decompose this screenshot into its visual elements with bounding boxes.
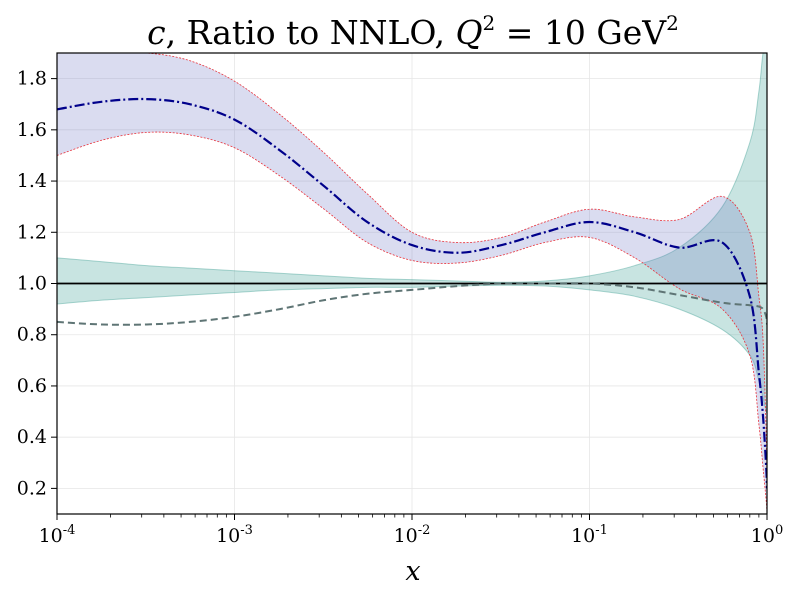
title-q-symbol: Q — [455, 13, 482, 52]
fit-uncertainty-band — [57, 53, 767, 514]
series-layer — [57, 53, 767, 514]
x-axis-label: x — [405, 556, 420, 587]
alternative-dashed-line — [57, 282, 767, 326]
chart-title: c, Ratio to NNLO, Q2 = 10 GeV2 — [147, 11, 679, 52]
nnlo-uncertainty-band — [57, 53, 767, 413]
title-text: , Ratio to NNLO, — [166, 13, 456, 52]
y-tick-label: 0.6 — [17, 375, 47, 397]
y-tick-label: 1.6 — [17, 119, 47, 141]
y-tick-label: 0.4 — [17, 426, 47, 448]
y-tick-label: 0.2 — [17, 477, 47, 499]
title-q-power: 2 — [483, 11, 496, 35]
title-var: c — [147, 13, 165, 52]
x-tick-label: 10-3 — [216, 523, 253, 547]
x-tick-label: 10-2 — [394, 523, 431, 547]
y-tick-label: 1.2 — [17, 221, 47, 243]
x-tick-label: 10-1 — [571, 523, 608, 547]
y-tick-label: 1.0 — [17, 273, 47, 295]
y-tick-label: 1.4 — [17, 170, 47, 192]
x-tick-label: 100 — [751, 523, 783, 547]
fit-band-upper-edge — [57, 53, 767, 489]
title-unit-power: 2 — [666, 11, 679, 35]
title-equals-value: = 10 GeV — [495, 13, 667, 52]
x-tick-label: 10-4 — [39, 523, 76, 547]
fit-central-line — [57, 97, 767, 489]
y-tick-label: 0.8 — [17, 324, 47, 346]
axis-ticks: 10-4 10-3 10-2 10-1 100 0.2 0.4 0.6 0.8 1.0 1.2 1.4… — [17, 68, 783, 547]
y-tick-label: 1.8 — [17, 68, 47, 90]
fit-band-lower-edge — [57, 131, 767, 514]
